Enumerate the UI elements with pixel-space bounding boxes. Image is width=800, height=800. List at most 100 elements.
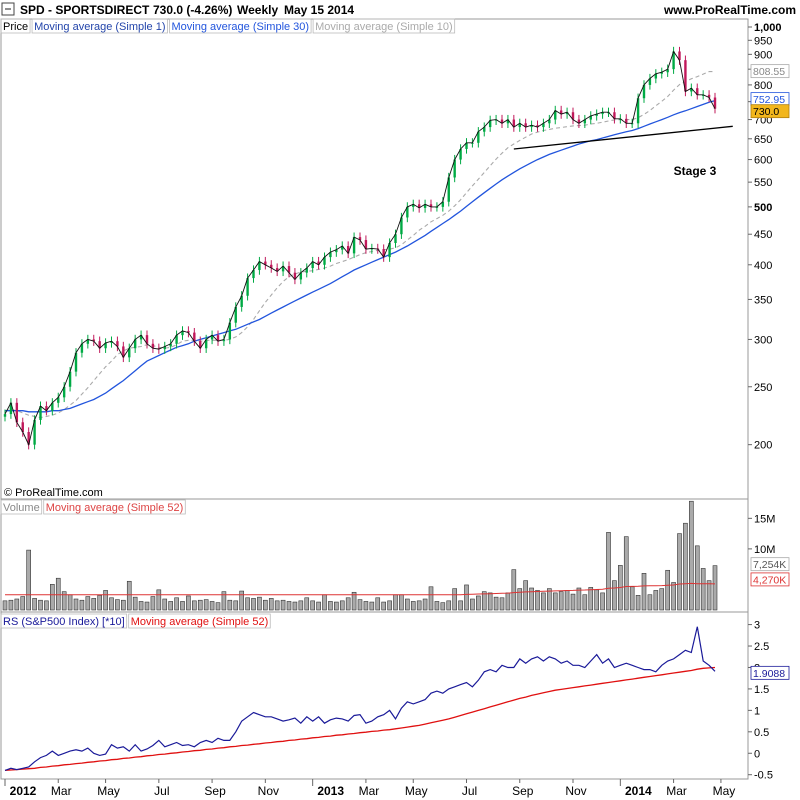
rs-panel[interactable] [0, 611, 749, 780]
y-tick-label: 200 [754, 440, 772, 452]
volume-bar [535, 590, 540, 611]
candle-body [435, 206, 439, 208]
volume-panel[interactable] [0, 498, 749, 613]
x-tick-label: May [97, 784, 120, 798]
candle-body [483, 127, 486, 132]
legend-item[interactable]: Moving average (Simple 10) [315, 21, 453, 33]
site-link[interactable]: www.ProRealTime.com [663, 3, 796, 17]
candle-body [92, 339, 95, 342]
y-tick-label: 300 [754, 334, 772, 346]
y-tick-label: 0.5 [754, 727, 769, 739]
volume-bar [292, 601, 298, 611]
legend-item[interactable]: Price [3, 21, 28, 33]
candle-body [542, 123, 545, 128]
candle-body [110, 341, 113, 343]
volume-bar [458, 600, 463, 611]
candle-body [701, 94, 705, 96]
legend-item[interactable]: Moving average (Simple 30) [172, 21, 310, 33]
candle-body [660, 72, 663, 74]
volume-bar [476, 595, 481, 611]
volume-bar [209, 601, 215, 611]
legend-item[interactable]: Moving average (Simple 1) [34, 21, 165, 33]
candle-body [175, 335, 178, 344]
candle-body [228, 322, 232, 340]
candle-body [400, 217, 403, 235]
legend-item-frame [0, 613, 128, 629]
candle-body [518, 123, 521, 128]
candle-body [346, 246, 350, 254]
volume-bar [440, 602, 446, 611]
value-badge-label: 808.55 [753, 66, 785, 78]
price-panel[interactable] [0, 18, 749, 500]
volume-bar [174, 597, 179, 611]
volume-bar [345, 597, 351, 611]
candle-body [335, 249, 338, 253]
candle-body [151, 343, 155, 349]
volume-bar [103, 590, 108, 611]
candle-body [145, 335, 149, 344]
candle-body [429, 204, 433, 207]
candle-body [341, 246, 344, 250]
legend-item[interactable]: RS (S&P500 Index) [*10] [3, 616, 125, 628]
x-tick-label: 2012 [10, 784, 37, 798]
candle-body [287, 266, 291, 273]
legend-item-frame [0, 18, 31, 34]
legend-item[interactable]: Volume [3, 502, 40, 514]
legend-item[interactable]: Moving average (Simple 52) [131, 616, 269, 628]
volume-bar [381, 601, 386, 611]
y-tick-label: 2.5 [754, 641, 769, 653]
x-tick-label: Mar [666, 784, 687, 798]
candle-body [299, 272, 303, 280]
volume-bar [369, 601, 375, 611]
volume-bar [73, 598, 79, 611]
volume-bar [363, 601, 369, 611]
volume-bar [683, 522, 688, 611]
volume-bar [150, 596, 156, 611]
volume-bar [197, 599, 203, 611]
x-tick-label: Mar [51, 784, 72, 798]
volume-bar [558, 591, 564, 611]
price-line [4, 50, 716, 447]
volume-bar [2, 600, 8, 611]
x-tick-label: Jul [462, 784, 477, 798]
candle-body [258, 261, 261, 271]
volume-bar [144, 601, 150, 611]
y-tick-label: 450 [754, 229, 772, 241]
trend-line[interactable] [513, 125, 733, 150]
volume-bar [665, 569, 670, 611]
candle-body [139, 335, 143, 340]
volume-bar [20, 596, 26, 611]
candle-body [613, 112, 616, 119]
volume-bar [493, 596, 499, 611]
candle-body [80, 343, 84, 353]
candle-body [21, 422, 24, 432]
volume-bar [156, 589, 162, 611]
candle-body [524, 123, 527, 128]
candle-body [305, 268, 308, 273]
last-price-change: 730.0 (-4.26%) [153, 3, 232, 17]
candle-body [222, 339, 226, 342]
volume-bar [91, 598, 97, 611]
candle-body [317, 261, 320, 265]
candle-body [275, 268, 279, 272]
x-tick-label: Nov [565, 784, 586, 798]
candle-body [548, 119, 551, 124]
volume-bar [375, 597, 381, 611]
candle-body [412, 204, 415, 207]
volume-bar [221, 591, 227, 611]
candle-body [625, 118, 628, 124]
volume-bar [499, 597, 505, 611]
volume-bar [706, 580, 712, 611]
volume-bar [316, 601, 321, 611]
volume-bar [203, 599, 209, 611]
value-badge [750, 665, 790, 680]
volume-bar [387, 600, 392, 611]
volume-bar [659, 588, 665, 611]
candle-body [370, 248, 374, 250]
legend-item[interactable]: Moving average (Simple 52) [46, 502, 184, 514]
volume-bar [357, 599, 363, 611]
candle-body [98, 341, 101, 349]
volume-bar [121, 599, 126, 611]
